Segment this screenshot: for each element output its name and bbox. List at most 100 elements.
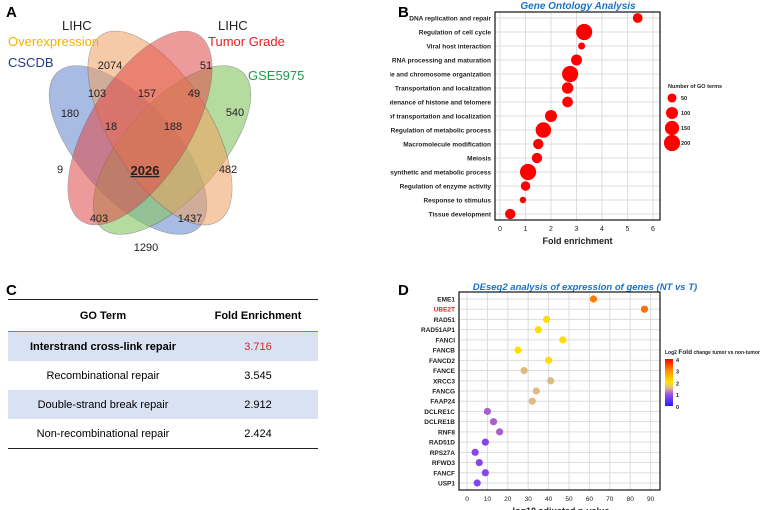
venn-label-gse5975: GSE5975 bbox=[248, 68, 304, 83]
x-tick-label: 70 bbox=[606, 496, 614, 503]
data-point bbox=[483, 407, 491, 416]
venn-label-tumor-grade: Tumor Grade bbox=[208, 34, 285, 49]
data-point bbox=[576, 23, 593, 41]
venn-count: 540 bbox=[226, 107, 244, 119]
data-point bbox=[542, 315, 551, 324]
venn-label-cscdb: CSCDB bbox=[8, 55, 54, 70]
header-go-term: GO Term bbox=[79, 309, 127, 322]
go-analysis-chart: Gene Ontology Analysis 0 1 2 3 4 5 6 DNA replica… bbox=[390, 1, 722, 246]
data-point bbox=[473, 479, 481, 487]
data-point bbox=[562, 65, 579, 83]
gene-label: FAAP24 bbox=[430, 399, 455, 406]
y-tick-label: Meiosis bbox=[467, 156, 491, 163]
data-point bbox=[475, 458, 483, 467]
cell-go-term: Interstrand cross-link repair bbox=[29, 340, 177, 353]
gene-label: RFWD3 bbox=[432, 460, 455, 467]
venn-count: 180 bbox=[61, 108, 79, 120]
panel-label-b: B bbox=[398, 4, 409, 21]
data-point bbox=[559, 336, 567, 344]
gene-label: DCLRE1C bbox=[424, 409, 455, 416]
chart-title: DEseq2 analysis of expression of genes (… bbox=[473, 282, 697, 293]
venn-count: 103 bbox=[88, 88, 106, 100]
gene-label: EME1 bbox=[437, 297, 455, 304]
table-row: Non-recombinational repair 2.424 bbox=[8, 419, 318, 449]
data-point bbox=[471, 448, 479, 456]
y-tick-label: Biosynthetic and metabolic process bbox=[390, 170, 491, 177]
venn-label-tumor-grade-line1: LIHC bbox=[218, 18, 248, 33]
data-point bbox=[578, 42, 586, 50]
data-point bbox=[571, 54, 582, 66]
color-legend-title-part: change tumor vs non-tumor bbox=[692, 350, 760, 356]
data-point bbox=[545, 356, 553, 364]
gene-label: FANCG bbox=[432, 389, 455, 396]
header-fold-enrichment: Fold Enrichment bbox=[214, 309, 302, 322]
data-point bbox=[532, 387, 540, 395]
venn-count: 49 bbox=[188, 88, 200, 100]
color-legend-tick: 3 bbox=[676, 370, 679, 376]
color-legend-title: Log2 Fold change tumor vs non-tumor bbox=[665, 349, 760, 356]
x-tick-label: 1 bbox=[524, 226, 528, 233]
gene-label: FANCI bbox=[436, 337, 456, 344]
venn-label-overexpression-line1: LIHC bbox=[62, 18, 92, 33]
x-tick-label: 6 bbox=[651, 226, 655, 233]
chart-title: Gene Ontology Analysis bbox=[520, 1, 636, 12]
gene-label: FANCB bbox=[433, 348, 456, 355]
venn-count: 18 bbox=[105, 121, 117, 133]
x-tick-label: 40 bbox=[545, 496, 553, 503]
cell-fold-enrichment: 2.912 bbox=[244, 398, 272, 411]
data-point bbox=[520, 366, 528, 375]
x-tick-label: 20 bbox=[504, 496, 512, 503]
size-legend-title: Number of GO terms bbox=[668, 84, 722, 90]
y-tick-label: Viral host interaction bbox=[426, 44, 491, 51]
go-term-table: GO Term Fold Enrichment Interstrand cros… bbox=[8, 299, 318, 449]
data-point bbox=[535, 122, 552, 138]
venn-diagram: 2074 51 180 540 103 157 49 18 188 9 2026… bbox=[8, 18, 304, 254]
gene-label: RNF8 bbox=[438, 429, 455, 436]
color-legend-bar bbox=[665, 359, 673, 406]
table-header: GO Term Fold Enrichment bbox=[8, 300, 318, 332]
data-point bbox=[528, 397, 536, 405]
size-legend-marker bbox=[667, 93, 677, 103]
y-tick-label: Mitotic spindle and chromosome organizat… bbox=[390, 72, 491, 79]
y-tick-label: RNA processing and maturation bbox=[392, 58, 491, 65]
venn-count: 157 bbox=[138, 88, 156, 100]
venn-set-tumor-grade bbox=[67, 30, 213, 226]
gene-label: RAD51 bbox=[434, 317, 456, 324]
data-point bbox=[561, 82, 574, 94]
venn-count-all: 2026 bbox=[131, 163, 160, 178]
data-point bbox=[640, 305, 649, 313]
venn-count: 482 bbox=[219, 164, 237, 176]
gene-label: XRCC3 bbox=[433, 378, 455, 385]
x-tick-label: 30 bbox=[525, 496, 533, 503]
color-legend-tick: 4 bbox=[676, 358, 680, 364]
gene-label: UBE2T bbox=[434, 307, 455, 314]
venn-count: 51 bbox=[200, 60, 212, 72]
x-tick-label: 3 bbox=[575, 226, 579, 233]
data-point bbox=[519, 196, 527, 204]
venn-count: 403 bbox=[90, 213, 108, 225]
gene-label: FANCF bbox=[433, 470, 455, 477]
size-legend-label: 100 bbox=[681, 111, 690, 117]
gene-label: FANCD2 bbox=[429, 358, 455, 365]
data-point bbox=[519, 163, 537, 181]
data-point bbox=[562, 96, 573, 108]
color-legend-tick: 1 bbox=[676, 393, 679, 399]
y-tick-label: Regulation of transportation and localiz… bbox=[390, 114, 491, 121]
data-point bbox=[533, 138, 544, 150]
x-tick-label: 2 bbox=[549, 226, 553, 233]
panel-label-c: C bbox=[6, 282, 17, 299]
data-point bbox=[481, 438, 489, 446]
x-tick-label: 80 bbox=[627, 496, 635, 503]
data-point bbox=[534, 326, 542, 334]
data-point bbox=[489, 418, 498, 426]
y-tick-label: Regulation of enzyme activity bbox=[400, 184, 492, 191]
x-axis-label: Fold enrichment bbox=[542, 236, 612, 246]
cell-fold-enrichment: 2.424 bbox=[244, 427, 272, 440]
gene-label: RPS27A bbox=[430, 450, 456, 457]
x-tick-label: 60 bbox=[586, 496, 594, 503]
size-legend-marker bbox=[666, 107, 678, 119]
data-point bbox=[632, 13, 643, 23]
y-tick-label: Transportation and localization bbox=[395, 86, 491, 93]
y-tick-label: Response to stimulus bbox=[423, 198, 491, 205]
